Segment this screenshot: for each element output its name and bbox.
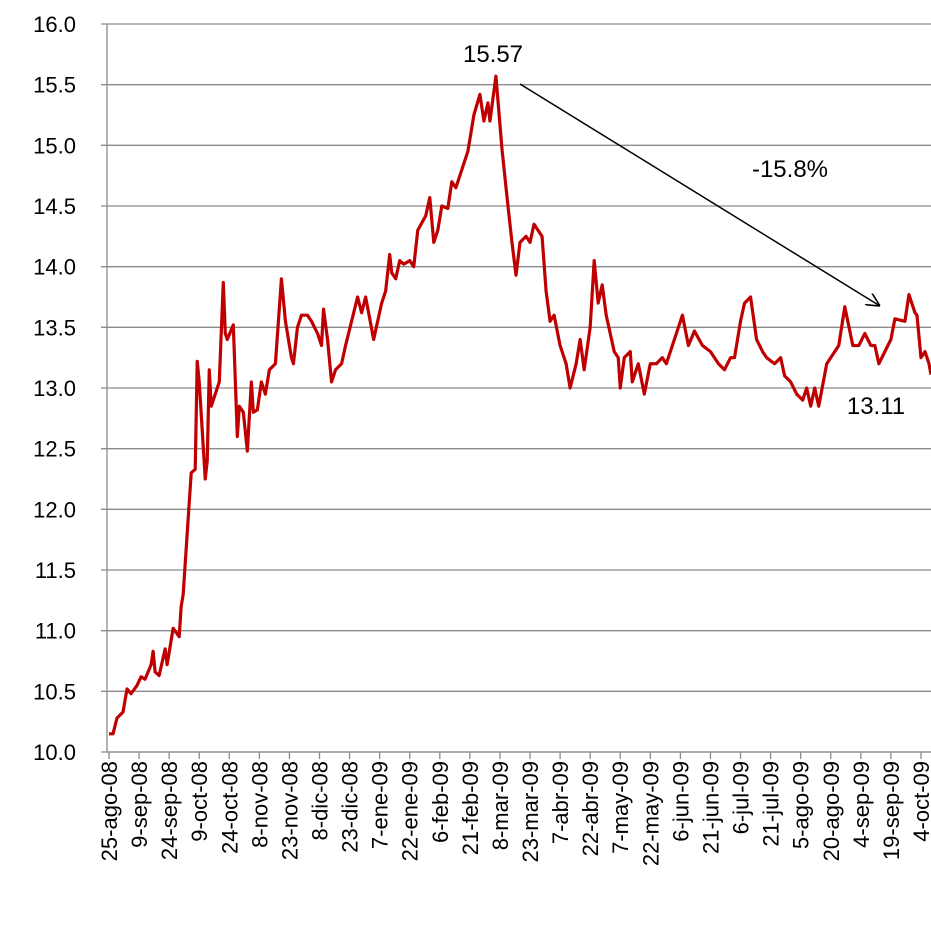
x-tick-label: 21-jul-09 [759, 761, 784, 847]
x-tick-label: 7-ene-09 [368, 761, 393, 849]
x-tick-label: 23-nov-08 [277, 761, 302, 860]
y-tick-label: 12.5 [33, 437, 76, 462]
x-tick-label: 21-feb-09 [458, 761, 483, 855]
annotation: 13.11 [847, 393, 905, 420]
x-tick-label: 22-may-09 [638, 761, 663, 866]
x-tick-label: 6-jun-09 [668, 761, 693, 842]
x-tick-label: 7-may-09 [608, 761, 633, 854]
y-tick-label: 10.5 [33, 679, 76, 704]
y-tick-label: 12.0 [33, 497, 76, 522]
x-tick-label: 8-nov-08 [247, 761, 272, 848]
x-tick-label: 5-ago-09 [789, 761, 814, 849]
x-tick-label: 8-mar-09 [488, 761, 513, 850]
x-tick-label: 6-jul-09 [729, 761, 754, 834]
y-tick-label: 15.0 [33, 133, 76, 158]
x-tick-label: 25-ago-08 [97, 761, 122, 861]
y-tick-label: 16.0 [33, 12, 76, 37]
x-tick-label: 9-sep-08 [127, 761, 152, 848]
x-tick-label: 23-dic-08 [338, 761, 363, 853]
plot [109, 74, 931, 736]
x-tick-label: 7-abr-09 [548, 761, 573, 844]
x-tick-label: 4-sep-09 [849, 761, 874, 848]
x-tick-label: 6-feb-09 [428, 761, 453, 843]
annotation: 15.57 [463, 41, 523, 68]
x-tick-label: 22-abr-09 [578, 761, 603, 856]
annotation: -15.8% [752, 156, 828, 183]
x-tick-label: 23-mar-09 [518, 761, 543, 862]
y-tick-label: 13.5 [33, 315, 76, 340]
line [109, 74, 931, 736]
x-tick-label: 20-ago-09 [819, 761, 844, 861]
grid [101, 23, 931, 759]
y-tick-label: 11.0 [35, 619, 76, 644]
y-tick-label: 14.5 [33, 194, 76, 219]
y-tick-label: 14.0 [33, 255, 76, 280]
y-tick-label: 13.0 [33, 376, 76, 401]
y-tick-label: 15.5 [33, 73, 76, 98]
y-tick-label: 11.5 [35, 558, 76, 583]
x-tick-label: 19-sep-09 [879, 761, 904, 860]
x-tick-label: 24-sep-08 [157, 761, 182, 860]
y-tick-label: 10.0 [33, 740, 76, 765]
arrow [519, 83, 880, 306]
x-tick-label: 22-ene-09 [398, 761, 423, 861]
x-tick-label: 8-dic-08 [308, 761, 333, 840]
x-tick-label: 24-oct-08 [217, 761, 242, 854]
x-tick-label: 21-jun-09 [698, 761, 723, 854]
x-tick-label: 9-oct-08 [187, 761, 212, 842]
x-tick-label: 4-oct-09 [909, 761, 931, 842]
